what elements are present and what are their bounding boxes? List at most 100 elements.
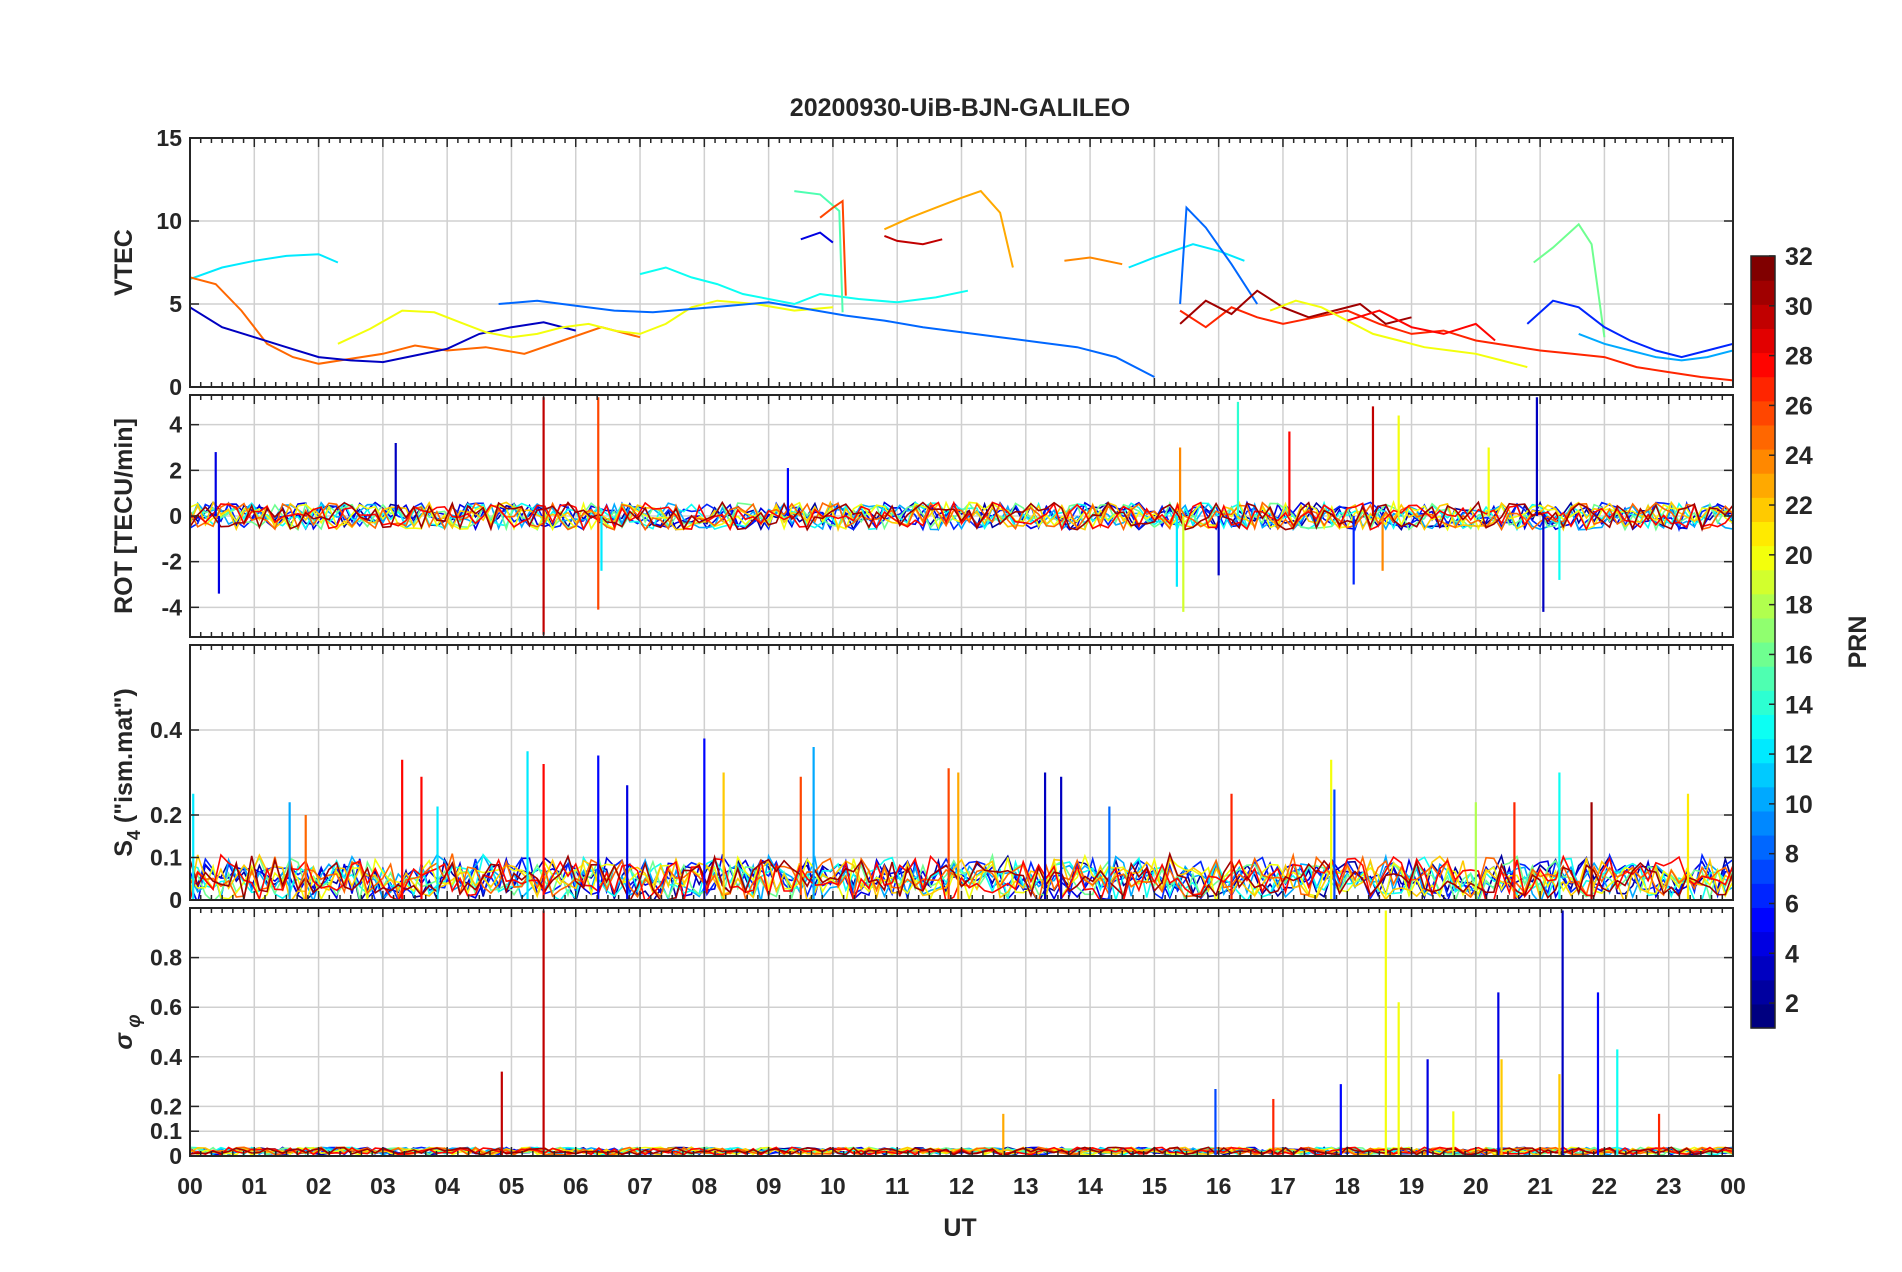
y-tick-label: 0.1 [150,845,182,871]
y-tick-label: -4 [162,594,183,620]
colorbar-tick-label: 24 [1785,442,1813,470]
series-line-prn-25 [190,276,641,365]
colorbar-band [1751,738,1775,764]
x-tick-label: 16 [1206,1173,1232,1199]
x-tick-label: 05 [499,1173,525,1199]
series-line-prn-12 [190,253,339,281]
x-tick-label: 21 [1527,1173,1553,1199]
y-tick-label: 0 [169,887,182,913]
noise-trace [190,501,1733,532]
colorbar-band [1751,449,1775,474]
colorbar-band [1751,762,1775,788]
y-tick-label: 10 [156,208,182,234]
colorbar-band [1751,859,1775,884]
y-tick-label: 0.1 [150,1118,182,1144]
colorbar-band [1751,786,1775,812]
colorbar-band [1751,955,1775,981]
noise-trace [190,500,1733,532]
x-tick-label: 10 [820,1173,846,1199]
y-axis-label: VTEC [110,229,138,296]
series-line-prn-27 [1179,306,1733,382]
series-line-prn-20 [337,299,833,345]
series-line-prn-8 [1179,205,1259,305]
colorbar-band [1751,1003,1775,1029]
series-line-prn-15 [794,190,844,313]
y-tick-label: 0.6 [150,994,182,1020]
series-line-prn-4 [800,231,834,244]
colorbar-band [1751,256,1775,281]
colorbar-tick-label: 12 [1785,741,1813,769]
series-line-prn-31 [1179,289,1412,325]
colorbar-band [1751,835,1775,860]
series-line-prn-10 [1578,332,1733,362]
colorbar-band [1751,352,1775,378]
panel-3: 0 0.1 0.2 0.4S4 ("ism.mat") [110,644,1734,913]
series-line-prn-16 [1533,222,1606,338]
colorbar-tick-label: 28 [1785,343,1813,371]
colorbar-band [1751,666,1775,691]
panel-2: -4 -2 0 2 4 ROT [TECU/min] [110,394,1734,638]
axes-frame: 0 0.1 0.2 0.4 [150,644,1734,913]
y-tick-label: 0.4 [150,1044,182,1070]
series-line-prn-12 [1128,243,1245,269]
colorbar-band [1751,521,1775,547]
colorbar-tick-label: 32 [1785,243,1813,271]
colorbar-band [1751,424,1775,450]
colorbar-band [1751,473,1775,498]
plot-area [190,189,1733,382]
x-tick-label: 20 [1463,1173,1489,1199]
y-tick-label: 0.2 [150,802,182,828]
series-line-prn-6 [1526,299,1733,359]
x-tick-label: 14 [1077,1173,1103,1199]
x-tick-label: 00 [177,1173,203,1199]
colorbar-tick-label: 30 [1785,293,1813,321]
x-tick-label: 13 [1013,1173,1039,1199]
colorbar-band [1751,931,1775,957]
grid [190,137,1733,388]
axes-frame: 0 5 10 15 [156,125,1734,400]
colorbar-tick-label: 4 [1785,940,1799,968]
colorbar-band [1751,569,1775,595]
colorbar-tick-label: 20 [1785,542,1813,570]
series-line-prn-3 [190,306,577,364]
y-tick-label: 2 [169,457,182,483]
axes-frame: -4 -2 0 2 4 [162,394,1734,638]
y-tick-label: 0 [169,503,182,529]
colorbar-tick-label: 16 [1785,641,1813,669]
y-tick-label: 15 [156,125,182,151]
x-tick-label: 04 [434,1173,460,1199]
colorbar-band [1751,617,1775,643]
colorbar-band [1751,497,1775,522]
series-line-prn-28 [1347,309,1496,342]
colorbar-band [1751,376,1775,402]
colorbar-tick-label: 22 [1785,492,1813,520]
colorbar-band [1751,907,1775,933]
colorbar-band [1751,690,1775,715]
x-tick-label: 12 [949,1173,975,1199]
x-tick-label: 07 [627,1173,653,1199]
x-tick-label: 09 [756,1173,782,1199]
colorbar-band [1751,280,1775,305]
y-tick-label: 0.2 [150,1093,182,1119]
y-axis-label: ROT [TECU/min] [110,418,138,614]
series-line-prn-30 [884,234,943,246]
axes-frame: 00.10.2 0.4 0.6 0.8 [150,907,1734,1169]
colorbar-tick-label: 18 [1785,592,1813,620]
x-tick-label: 15 [1142,1173,1168,1199]
x-tick-label: 03 [370,1173,396,1199]
y-tick-label: 0.8 [150,945,182,971]
y-axis-label: σ φ [110,1014,145,1049]
colorbar-band [1751,400,1775,426]
panel-1: 0 5 10 15 VTEC [110,125,1734,400]
x-tick-label: 08 [692,1173,718,1199]
colorbar-band [1751,883,1775,908]
x-axis-label: UT [943,1214,976,1242]
x-tick-label: 17 [1270,1173,1296,1199]
panel-4: 00.10.2 0.4 0.6 0.8 σ φ [110,907,1734,1169]
y-tick-label: -2 [162,549,182,575]
x-tick-label: 00 [1720,1173,1746,1199]
x-axis: 00 01 02 03 04 05 06 07 08 09 10 11 12 13 14 15 16 17 18 19… [177,1173,1746,1199]
x-tick-label: 02 [306,1173,332,1199]
y-axis-label: S4 ("ism.mat") [110,688,144,857]
